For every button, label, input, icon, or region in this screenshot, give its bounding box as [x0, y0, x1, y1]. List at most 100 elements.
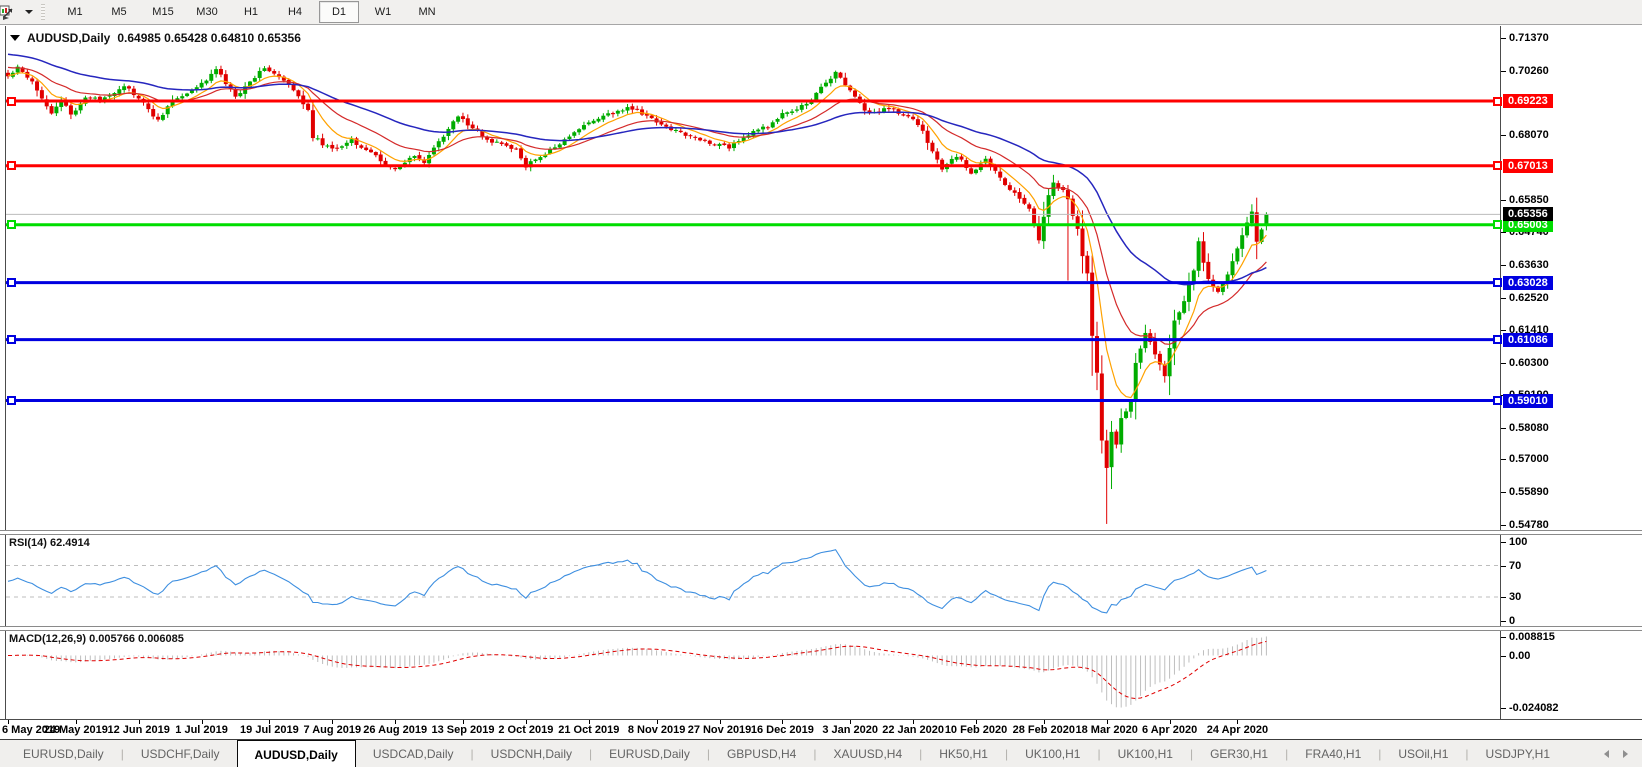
level-line-anchor[interactable] — [1493, 278, 1502, 288]
price-axis-tick — [1501, 524, 1506, 526]
symbol-tab-USDCNH-Daily[interactable]: USDCNH,Daily — [490, 747, 573, 761]
tab-separator: | — [919, 747, 923, 761]
price-axis-tick — [1501, 134, 1506, 136]
level-line-anchor[interactable] — [1493, 96, 1502, 106]
timeframe-button-H1[interactable]: H1 — [243, 6, 259, 18]
level-price-label: 0.63028 — [1503, 275, 1553, 290]
level-line-anchor[interactable] — [7, 278, 16, 288]
symbol-tab-FRA40-H1[interactable]: FRA40,H1 — [1305, 747, 1362, 761]
timeframe-button-D1[interactable]: D1 — [319, 1, 359, 23]
tab-separator: | — [1004, 747, 1009, 761]
symbol-tab-USDJPY-H1[interactable]: USDJPY,H1 — [1485, 747, 1551, 761]
symbol-tab-HK50-H1[interactable]: HK50,H1 — [939, 747, 988, 761]
time-axis-tick — [719, 720, 721, 724]
time-axis-line[interactable] — [0, 719, 1642, 720]
timeframe-button-M1[interactable]: M1 — [67, 6, 83, 18]
macd-axis-tick — [1501, 707, 1506, 709]
chart-profile-icon[interactable] — [0, 3, 19, 21]
symbol-period-label: AUDUSD,Daily — [27, 31, 111, 45]
level-price-label: 0.67013 — [1503, 158, 1553, 173]
symbol-tabbar: EURUSD,Daily | USDCHF,Daily AUDUSD,Daily USD… — [0, 739, 1642, 767]
symbol-tab-USDCAD-Daily[interactable]: USDCAD,Daily — [372, 747, 454, 761]
timeframe-button-M30[interactable]: M30 — [196, 6, 218, 18]
level-line-anchor[interactable] — [1493, 220, 1502, 230]
symbol-tab-EURUSD-Daily[interactable]: EURUSD,Daily — [23, 747, 104, 761]
chart-profile-dropdown-icon[interactable] — [25, 10, 33, 14]
price-axis-tick-label: 0.68070 — [1509, 128, 1549, 141]
price-axis-tick — [1501, 265, 1506, 266]
time-axis-tick — [525, 720, 527, 724]
price-axis-tick — [1501, 330, 1506, 332]
symbol-tab-UK100-H1[interactable]: UK100,H1 — [1025, 747, 1081, 761]
time-axis-label: 21 Oct 2019 — [558, 724, 620, 736]
toolbar-drag-handle[interactable] — [41, 4, 45, 20]
symbol-tab-XAUUSD-H4[interactable]: XAUUSD,H4 — [833, 747, 903, 761]
tabs-scroll-right-icon[interactable] — [1623, 750, 1628, 758]
price-axis-line[interactable] — [1500, 26, 1501, 719]
tab-separator: | — [589, 747, 593, 761]
rsi-panel-splitter[interactable] — [0, 530, 1642, 535]
time-axis-tick — [332, 720, 334, 724]
level-line-anchor[interactable] — [7, 161, 16, 171]
rsi-axis-tick — [1501, 565, 1506, 567]
tabs-scroll-left-icon[interactable] — [1604, 750, 1609, 758]
timeframe-button-W1[interactable]: W1 — [374, 6, 392, 18]
level-line-anchor[interactable] — [7, 220, 16, 230]
level-line-anchor[interactable] — [1493, 396, 1502, 405]
collapse-triangle-icon[interactable] — [10, 35, 20, 41]
time-axis-tick — [588, 720, 590, 724]
time-axis-label: 19 Jul 2019 — [240, 724, 299, 736]
timeframe-button-MN[interactable]: MN — [418, 6, 436, 18]
symbol-tab-EURUSD-Daily[interactable]: EURUSD,Daily — [609, 747, 690, 761]
symbol-tab-AUDUSD-Daily[interactable]: AUDUSD,Daily — [236, 740, 356, 767]
time-axis-label: 22 Jan 2020 — [882, 724, 944, 736]
time-axis-tick — [782, 720, 784, 724]
macd-axis-tick — [1501, 636, 1506, 638]
time-axis-label: 2 Oct 2019 — [498, 724, 554, 736]
price-axis-tick-label: 0.63630 — [1509, 259, 1549, 271]
price-axis-tick — [1501, 297, 1506, 299]
symbol-tab-GBPUSD-H4[interactable]: GBPUSD,H4 — [726, 747, 797, 761]
symbol-tab-GER30-H1[interactable]: GER30,H1 — [1210, 747, 1269, 761]
macd-panel-splitter[interactable] — [0, 626, 1642, 631]
time-axis-label: 24 Apr 2020 — [1206, 724, 1269, 736]
time-axis-tick — [395, 720, 397, 724]
rsi-axis-tick-label: 30 — [1509, 591, 1522, 603]
level-price-label: 0.61086 — [1503, 332, 1553, 347]
level-line-anchor[interactable] — [1493, 161, 1502, 171]
level-line-anchor[interactable] — [7, 335, 16, 345]
price-axis-tick-label: 0.57000 — [1509, 453, 1549, 466]
price-axis-tick-label: 0.60300 — [1509, 356, 1549, 369]
ohlc-values: 0.64985 0.65428 0.64810 0.65356 — [117, 31, 301, 45]
chart-left-border — [5, 26, 6, 719]
price-axis-tick-label: 0.55890 — [1509, 486, 1549, 498]
time-axis-tick — [463, 720, 464, 724]
level-line-anchor[interactable] — [7, 396, 16, 405]
timeframe-button-M15[interactable]: M15 — [152, 6, 174, 18]
symbol-tab-UK100-H1[interactable]: UK100,H1 — [1117, 747, 1173, 761]
level-line-anchor[interactable] — [1493, 335, 1502, 345]
level-price-label: 0.69223 — [1503, 94, 1553, 108]
symbol-tab-USOil-H1[interactable]: USOil,H1 — [1398, 747, 1449, 761]
timeframe-button-H4[interactable]: H4 — [287, 6, 303, 18]
price-axis-tick-label: 0.58080 — [1509, 421, 1549, 434]
level-line-anchor[interactable] — [7, 96, 16, 106]
timeframe-toolbar: M1 M5 M15 M30 H1 H4 D1 W1 MN — [0, 0, 1642, 25]
macd-axis-tick-label: 0.00 — [1509, 649, 1531, 662]
tab-separator: | — [120, 747, 124, 761]
time-axis-tick — [201, 720, 203, 724]
rsi-axis-tick — [1501, 542, 1506, 543]
symbol-tab-USDCHF-Daily[interactable]: USDCHF,Daily — [140, 747, 220, 761]
tab-separator: | — [1285, 747, 1289, 761]
price-axis-tick — [1501, 199, 1506, 201]
price-axis-tick-label: 0.62520 — [1509, 291, 1549, 304]
rsi-axis-tick-label: 0 — [1509, 614, 1516, 627]
timeframe-button-M5[interactable]: M5 — [111, 6, 127, 18]
time-axis-tick — [269, 720, 271, 724]
chart-title: AUDUSD,Daily 0.64985 0.65428 0.64810 0.6… — [10, 31, 301, 45]
time-axis-label: 1 Jul 2019 — [175, 724, 228, 736]
price-axis-tick — [1501, 38, 1506, 39]
time-axis-tick — [976, 720, 977, 724]
time-axis-tick — [913, 720, 915, 724]
